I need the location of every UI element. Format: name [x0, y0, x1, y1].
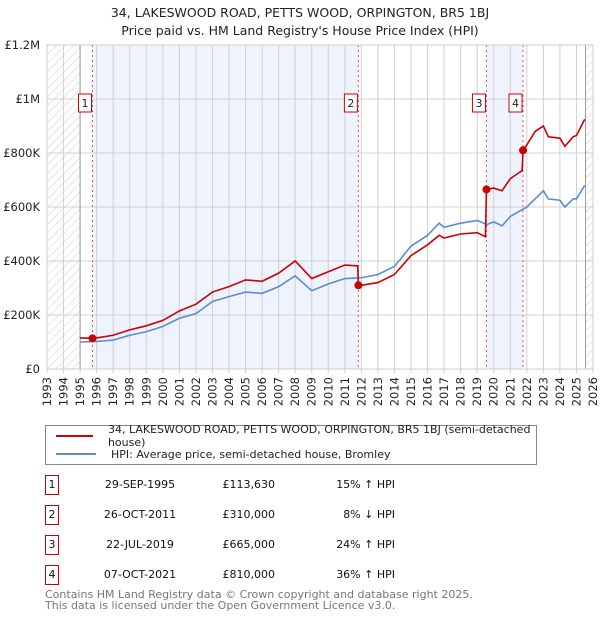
- x-tick-label: 1995: [73, 377, 87, 406]
- x-tick-label: 1996: [90, 377, 104, 406]
- sale-label-number: 2: [347, 97, 354, 110]
- transaction-number: 2: [45, 505, 59, 525]
- legend-label: HPI: Average price, semi-detached house,…: [111, 447, 391, 461]
- legend-label: 34, LAKESWOOD ROAD, PETTS WOOD, ORPINGTO…: [107, 423, 531, 449]
- legend-item-property: 34, LAKESWOOD ROAD, PETTS WOOD, ORPINGTO…: [56, 423, 536, 449]
- x-tick-label: 2002: [189, 377, 203, 406]
- x-tick-label: 2006: [255, 377, 269, 406]
- sale-label-border: [78, 93, 92, 113]
- x-tick-label: 2012: [354, 377, 368, 406]
- x-tick-label: 2025: [569, 377, 583, 406]
- y-tick-label: £0: [25, 362, 40, 376]
- sale-label-box: 3: [471, 93, 486, 113]
- transaction-date: 07-OCT-2021: [103, 568, 177, 581]
- sale-label-number: 4: [512, 97, 519, 110]
- transaction-date: 29-SEP-1995: [104, 478, 176, 491]
- y-tick-label: £400K: [3, 254, 40, 268]
- transaction-hpi: 24% ↑ HPI: [336, 538, 395, 551]
- transaction-price: £665,000: [222, 538, 276, 551]
- x-tick-label: 2003: [205, 377, 219, 406]
- x-tick-label: 1993: [40, 377, 54, 406]
- sale-label-border: [508, 93, 523, 113]
- transaction-number: 4: [45, 565, 59, 585]
- legend-item-hpi: HPI: Average price, semi-detached house,…: [56, 445, 390, 463]
- sale-label-number: 3: [475, 97, 482, 110]
- transaction-hpi: 8% ↓ HPI: [343, 508, 395, 521]
- sale-point: [88, 334, 97, 343]
- x-tick-label: 2001: [172, 377, 186, 406]
- sale-label-box: 4: [508, 93, 523, 113]
- footer-copyright: Contains HM Land Registry data © Crown c…: [45, 588, 473, 601]
- chart-title: 34, LAKESWOOD ROAD, PETTS WOOD, ORPINGTO…: [110, 5, 490, 20]
- x-tick-label: 2015: [404, 377, 418, 406]
- footer-licence: This data is licensed under the Open Gov…: [45, 599, 396, 612]
- x-tick-label: 2023: [536, 377, 550, 406]
- legend-swatch-blue: [56, 453, 96, 455]
- x-tick-label: 2014: [387, 377, 401, 406]
- y-tick-label: £1M: [15, 92, 40, 106]
- x-tick-label: 2013: [371, 377, 385, 406]
- legend: 34, LAKESWOOD ROAD, PETTS WOOD, ORPINGTO…: [45, 423, 537, 465]
- x-tick-label: 1994: [57, 377, 71, 406]
- transaction-number: 3: [45, 535, 59, 555]
- x-tick-label: 2004: [222, 377, 236, 406]
- sale-label-number: 1: [82, 97, 89, 110]
- plot-border: [46, 44, 594, 370]
- x-tick-label: 2010: [321, 377, 335, 406]
- sale-point: [519, 146, 528, 155]
- transaction-price: £310,000: [222, 508, 276, 521]
- sale-label-border: [471, 93, 486, 113]
- transaction-row: 4 07-OCT-2021 £810,000 36% ↑ HPI: [45, 565, 445, 585]
- x-tick-label: 2022: [520, 377, 534, 406]
- transaction-date: 26-OCT-2011: [103, 508, 177, 521]
- transaction-hpi: 15% ↑ HPI: [336, 478, 395, 491]
- transaction-row: 3 22-JUL-2019 £665,000 24% ↑ HPI: [45, 535, 445, 555]
- x-tick-label: 1998: [123, 377, 137, 406]
- x-tick-label: 2017: [437, 377, 451, 406]
- sale-label-border: [343, 93, 358, 113]
- x-tick-label: 2024: [553, 377, 567, 406]
- y-tick-label: £600K: [3, 200, 40, 214]
- chart-svg: 1993 1994 1995 1996 1997 1998 1999 2000 2001 2002…: [3, 38, 600, 406]
- transaction-price: £810,000: [222, 568, 276, 581]
- x-tick-label: 2016: [421, 377, 435, 406]
- transaction-price: £113,630: [222, 478, 276, 491]
- x-tick-label: 2000: [156, 377, 170, 406]
- x-tick-label: 2026: [586, 377, 600, 406]
- x-tick-label: 1999: [139, 377, 153, 406]
- chart-subtitle: Price paid vs. HM Land Registry's House …: [121, 23, 479, 38]
- y-tick-label: £1.2M: [4, 38, 40, 52]
- x-tick-label: 2020: [487, 377, 501, 406]
- transaction-number: 1: [45, 475, 59, 495]
- x-tick-label: 2009: [305, 377, 319, 406]
- x-tick-label: 2011: [338, 377, 352, 406]
- y-tick-label: £800K: [3, 146, 40, 160]
- x-tick-label: 1997: [106, 377, 120, 406]
- transaction-row: 1 29-SEP-1995 £113,630 15% ↑ HPI: [45, 475, 445, 495]
- sale-label-box: 2: [343, 93, 358, 113]
- property-price-line: [80, 118, 586, 340]
- sale-point: [482, 185, 491, 194]
- sale-point: [354, 281, 363, 290]
- x-tick-label: 2019: [470, 377, 484, 406]
- x-tick-label: 2005: [239, 377, 253, 406]
- x-tick-label: 2018: [454, 377, 468, 406]
- footer: Contains HM Land Registry data © Crown c…: [45, 589, 473, 611]
- x-tick-label: 2021: [503, 377, 517, 406]
- x-tick-label: 2008: [288, 377, 302, 406]
- transaction-hpi: 36% ↑ HPI: [336, 568, 395, 581]
- y-tick-label: £200K: [3, 308, 40, 322]
- transaction-row: 2 26-OCT-2011 £310,000 8% ↓ HPI: [45, 505, 445, 525]
- legend-swatch-red: [56, 435, 93, 437]
- transaction-date: 22-JUL-2019: [106, 538, 174, 551]
- x-tick-label: 2007: [272, 377, 286, 406]
- hpi-line: [80, 184, 586, 343]
- sale-label-box: 1: [78, 93, 92, 113]
